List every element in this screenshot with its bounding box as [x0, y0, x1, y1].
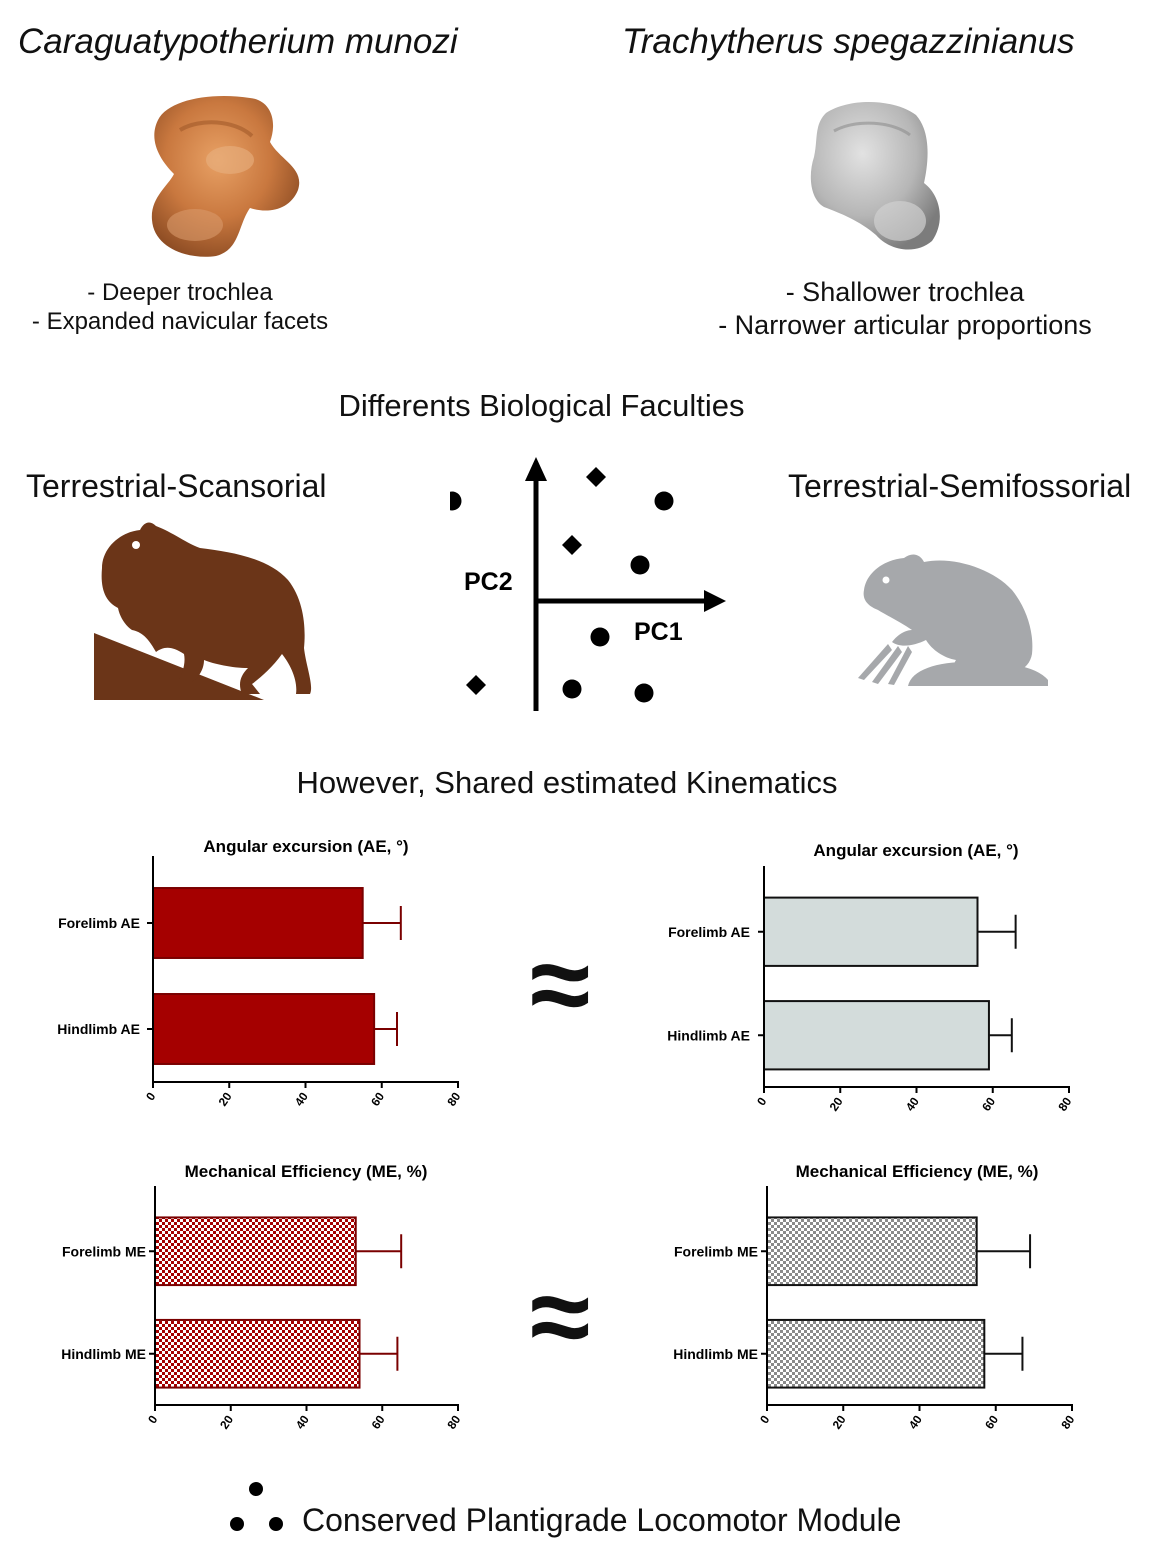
x-tick-label: 20 [217, 1412, 236, 1431]
x-tick-label: 60 [369, 1412, 388, 1431]
bar [152, 887, 364, 959]
bar-label: Hindlimb ME [673, 1346, 758, 1362]
conclusion-text: Conserved Plantigrade Locomotor Module [302, 1502, 902, 1538]
trait-left-1: - Deeper trochlea [87, 279, 273, 306]
chart-me-right: Mechanical Efficiency (ME, %) Forelimb ME… [673, 1162, 1077, 1432]
x-tick-label: 0 [754, 1094, 769, 1108]
pca-point-circle [590, 627, 610, 647]
chart-title: Mechanical Efficiency (ME, %) [185, 1162, 428, 1181]
x-tick-label: 80 [444, 1412, 463, 1431]
x-tick-label: 40 [903, 1094, 922, 1113]
module-dots-icon [230, 1482, 283, 1531]
pc1-arrow-icon [704, 590, 726, 612]
pca-point-circle [634, 683, 654, 703]
pc2-label: PC2 [464, 568, 513, 596]
x-tick-label: 40 [293, 1412, 312, 1431]
bar-label: Forelimb ME [674, 1243, 758, 1259]
scansorial-animal-icon [94, 522, 312, 700]
mode-label-left: Terrestrial-Scansorial [26, 468, 327, 504]
x-tick-label: 80 [444, 1089, 463, 1108]
chart-title: Angular excursion (AE, °) [813, 841, 1018, 860]
x-tick-label: 40 [906, 1412, 925, 1431]
species-name-left: Caraguatypotherium munozi [18, 22, 458, 61]
bar [766, 1216, 978, 1287]
x-tick-label: 80 [1058, 1412, 1077, 1431]
trait-right-2: - Narrower articular proportions [718, 310, 1092, 340]
chart-title: Mechanical Efficiency (ME, %) [796, 1162, 1039, 1181]
x-tick-label: 20 [830, 1412, 849, 1431]
x-tick-label: 0 [143, 1089, 158, 1103]
bar [766, 1318, 986, 1389]
bar-label: Forelimb AE [58, 915, 140, 931]
chart-ae-right: Angular excursion (AE, °) Forelimb AE Hind… [667, 841, 1074, 1114]
bar-label: Forelimb AE [668, 924, 750, 940]
x-tick-label: 60 [368, 1089, 387, 1108]
bar-label: Forelimb ME [62, 1243, 146, 1259]
semifossorial-animal-icon [858, 554, 1048, 686]
bar-label: Hindlimb ME [61, 1346, 146, 1362]
x-tick-label: 80 [1055, 1094, 1074, 1113]
trait-right-1: - Shallower trochlea [785, 277, 1025, 307]
x-tick-label: 20 [216, 1089, 235, 1108]
astragalus-image-right [810, 101, 940, 250]
astragalus-image-left [151, 96, 300, 257]
bar-label: Hindlimb AE [667, 1027, 750, 1043]
chart-title: Angular excursion (AE, °) [203, 837, 408, 856]
traits-right: - Shallower trochlea - Narrower articula… [700, 276, 1110, 342]
pca-plot: PC2 PC1 [450, 457, 726, 711]
x-tick-label: 20 [827, 1094, 846, 1113]
pca-point-circle [630, 555, 650, 575]
faculties-heading: Differents Biological Faculties [338, 388, 745, 423]
chart-ae-left: Angular excursion (AE, °) Forelimb AE Hind… [57, 837, 463, 1109]
x-tick-label: 60 [979, 1094, 998, 1113]
kinematics-heading: However, Shared estimated Kinematics [296, 765, 838, 800]
bar [152, 993, 376, 1065]
pca-point-circle [562, 679, 582, 699]
chart-me-left: Mechanical Efficiency (ME, %) Forelimb ME… [61, 1162, 463, 1432]
bar [763, 896, 979, 967]
bar [154, 1216, 357, 1287]
bar [763, 1000, 990, 1071]
trait-left-2: - Expanded navicular facets [31, 308, 329, 335]
pca-point-diamond [466, 675, 486, 695]
pc2-arrow-icon [525, 457, 547, 481]
bar [154, 1318, 361, 1389]
pca-point-diamond [586, 467, 606, 487]
mode-label-right: Terrestrial-Semifossorial [788, 468, 1132, 504]
pc1-label: PC1 [634, 618, 683, 646]
x-tick-label: 0 [145, 1412, 160, 1426]
x-tick-label: 40 [292, 1089, 311, 1108]
pca-point-circle [450, 491, 462, 511]
species-name-right: Trachytherus spegazzinianus [622, 22, 1075, 61]
x-tick-label: 0 [757, 1412, 772, 1426]
approx-symbol-ae: ≈ [530, 923, 591, 1046]
pca-point-diamond [562, 535, 582, 555]
traits-left: - Deeper trochlea - Expanded navicular f… [0, 278, 360, 336]
bar-label: Hindlimb AE [57, 1021, 140, 1037]
approx-symbol-me: ≈ [530, 1255, 591, 1378]
x-tick-label: 60 [982, 1412, 1001, 1431]
pca-point-circle [654, 491, 674, 511]
